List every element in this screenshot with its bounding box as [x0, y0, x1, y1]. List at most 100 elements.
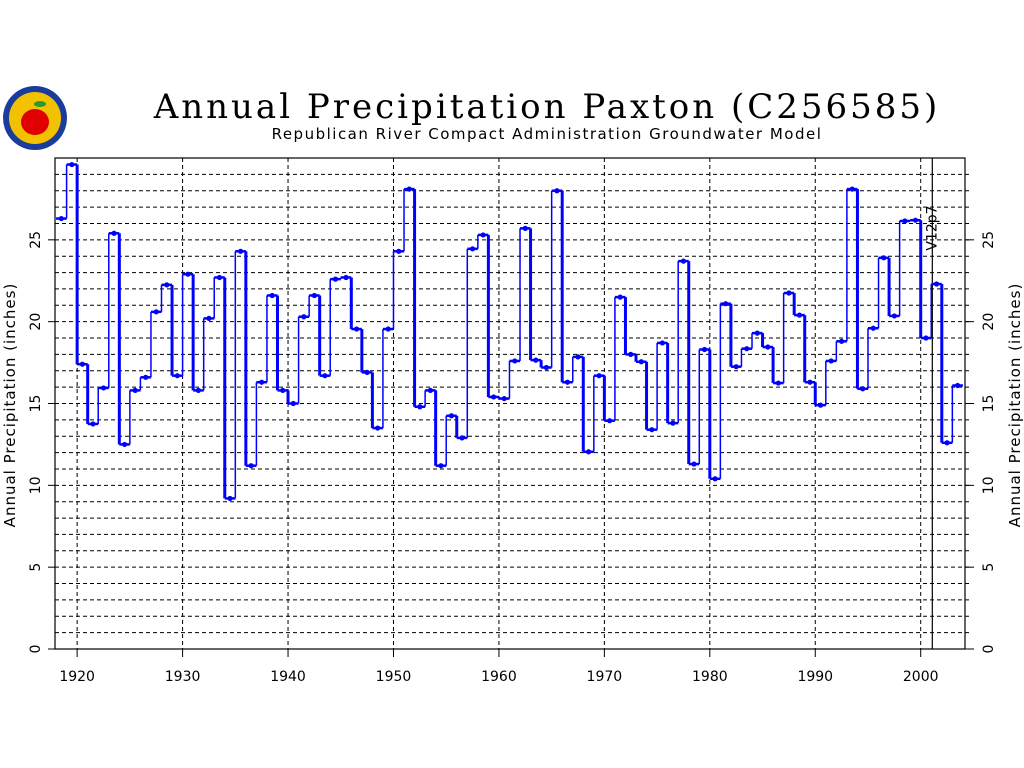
data-point — [860, 386, 866, 392]
data-point — [744, 346, 750, 352]
x-tick-label: 1970 — [587, 669, 623, 685]
data-point — [607, 418, 613, 424]
data-point — [111, 230, 117, 236]
data-point — [659, 340, 665, 346]
data-point — [417, 404, 423, 410]
y-axis-label-left: Annual Precipitation (inches) — [1, 283, 19, 528]
y-tick-label-right: 15 — [981, 395, 997, 413]
data-point — [143, 374, 149, 380]
data-point — [396, 248, 402, 254]
data-point — [554, 188, 560, 194]
data-point — [427, 387, 433, 394]
data-point — [385, 326, 391, 332]
data-point — [343, 274, 349, 281]
y-tick-label-left: 5 — [28, 563, 44, 572]
data-point — [754, 330, 760, 336]
y-axis-label-right: Annual Precipitation (inches) — [1006, 283, 1024, 528]
data-point — [912, 217, 919, 223]
data-point — [596, 373, 602, 379]
data-point — [100, 385, 107, 391]
data-point — [807, 379, 813, 385]
data-point — [269, 292, 275, 299]
data-point — [575, 354, 581, 360]
data-point — [185, 271, 191, 277]
data-point — [902, 218, 908, 224]
data-point — [375, 425, 381, 431]
data-point — [723, 301, 729, 307]
data-point — [870, 325, 876, 331]
data-point — [480, 232, 486, 238]
data-point — [891, 313, 897, 319]
data-point — [237, 248, 244, 254]
version-marker-label: V12p7 — [924, 205, 940, 250]
y-tick-label-left: 25 — [28, 231, 44, 249]
data-point — [174, 373, 180, 379]
data-point — [301, 314, 307, 320]
data-point — [680, 258, 687, 264]
x-tick-label: 1980 — [692, 669, 728, 685]
data-point — [164, 282, 170, 288]
data-point — [933, 281, 940, 287]
y-tick-label-right: 5 — [981, 563, 997, 572]
chart-title: Annual Precipitation Paxton (C256585) — [153, 87, 941, 127]
data-point — [765, 344, 771, 350]
data-point — [259, 379, 265, 385]
data-point — [206, 315, 212, 321]
data-point — [459, 435, 465, 441]
data-point — [195, 387, 202, 394]
data-point — [670, 420, 676, 426]
y-tick-label-left: 0 — [28, 645, 44, 654]
data-point — [849, 186, 855, 192]
y-tick-label-left: 15 — [28, 395, 44, 413]
data-point — [79, 361, 86, 367]
data-point — [512, 358, 518, 364]
data-point — [332, 276, 339, 282]
data-point — [153, 309, 159, 315]
data-point — [522, 225, 528, 231]
data-point — [691, 461, 697, 467]
x-tick-label: 1990 — [797, 669, 833, 685]
y-tick-label-right: 0 — [981, 645, 997, 654]
data-point — [364, 369, 370, 376]
apple-icon — [21, 109, 49, 135]
data-point — [585, 449, 592, 455]
y-tick-label-right: 10 — [981, 476, 997, 494]
data-point — [216, 274, 223, 281]
x-tick-label: 1920 — [59, 669, 95, 685]
data-point — [649, 427, 655, 433]
data-point — [501, 395, 507, 402]
data-point — [796, 312, 803, 318]
data-point — [406, 186, 412, 192]
data-point — [955, 382, 961, 389]
data-point — [617, 294, 623, 300]
data-point — [322, 373, 328, 379]
x-tick-label: 1940 — [270, 669, 306, 685]
data-point — [311, 292, 317, 299]
data-point — [248, 463, 254, 469]
data-point — [817, 402, 824, 408]
data-point — [712, 476, 718, 482]
x-tick-label: 1930 — [165, 669, 201, 685]
data-point — [90, 421, 96, 427]
data-point — [701, 346, 708, 353]
y-tick-label-left: 10 — [28, 476, 44, 494]
data-point — [469, 246, 476, 252]
data-point — [58, 215, 64, 222]
data-point — [923, 335, 929, 341]
data-point — [448, 413, 455, 419]
data-point — [881, 255, 887, 261]
data-point — [121, 441, 128, 448]
x-tick-label: 1950 — [376, 669, 412, 685]
data-point — [786, 290, 792, 296]
data-point — [564, 379, 571, 385]
leaf-icon — [34, 101, 46, 107]
x-tick-label: 1960 — [481, 669, 517, 685]
data-point — [828, 358, 834, 364]
data-point — [290, 400, 296, 407]
logo — [3, 86, 67, 150]
data-point — [628, 351, 634, 357]
data-point — [839, 338, 845, 344]
data-point — [353, 326, 360, 332]
